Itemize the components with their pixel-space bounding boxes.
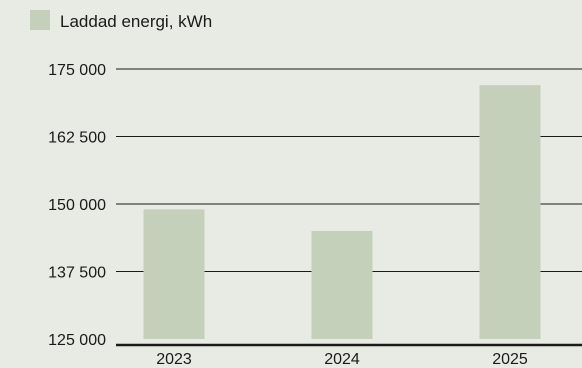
x-tick-label: 2024 [324,351,360,368]
legend-swatch [30,10,50,30]
legend: Laddad energi, kWh [30,10,212,31]
bars [143,85,541,339]
x-tick-label: 2025 [492,351,528,368]
y-tick-label: 162 500 [48,130,106,147]
y-tick-label: 150 000 [48,197,106,214]
bar-2023 [143,209,205,339]
x-axis-ticks: 2023 2024 2025 [156,351,528,368]
legend-label: Laddad energi, kWh [60,12,212,31]
x-tick-label: 2023 [156,351,192,368]
y-tick-label: 125 000 [48,332,106,349]
bar-2024 [311,231,373,339]
y-axis-ticks: 125 000 137 500 150 000 162 500 175 000 [48,62,106,349]
y-tick-label: 137 500 [48,265,106,282]
y-tick-label: 175 000 [48,62,106,79]
bar-2025 [479,85,541,339]
